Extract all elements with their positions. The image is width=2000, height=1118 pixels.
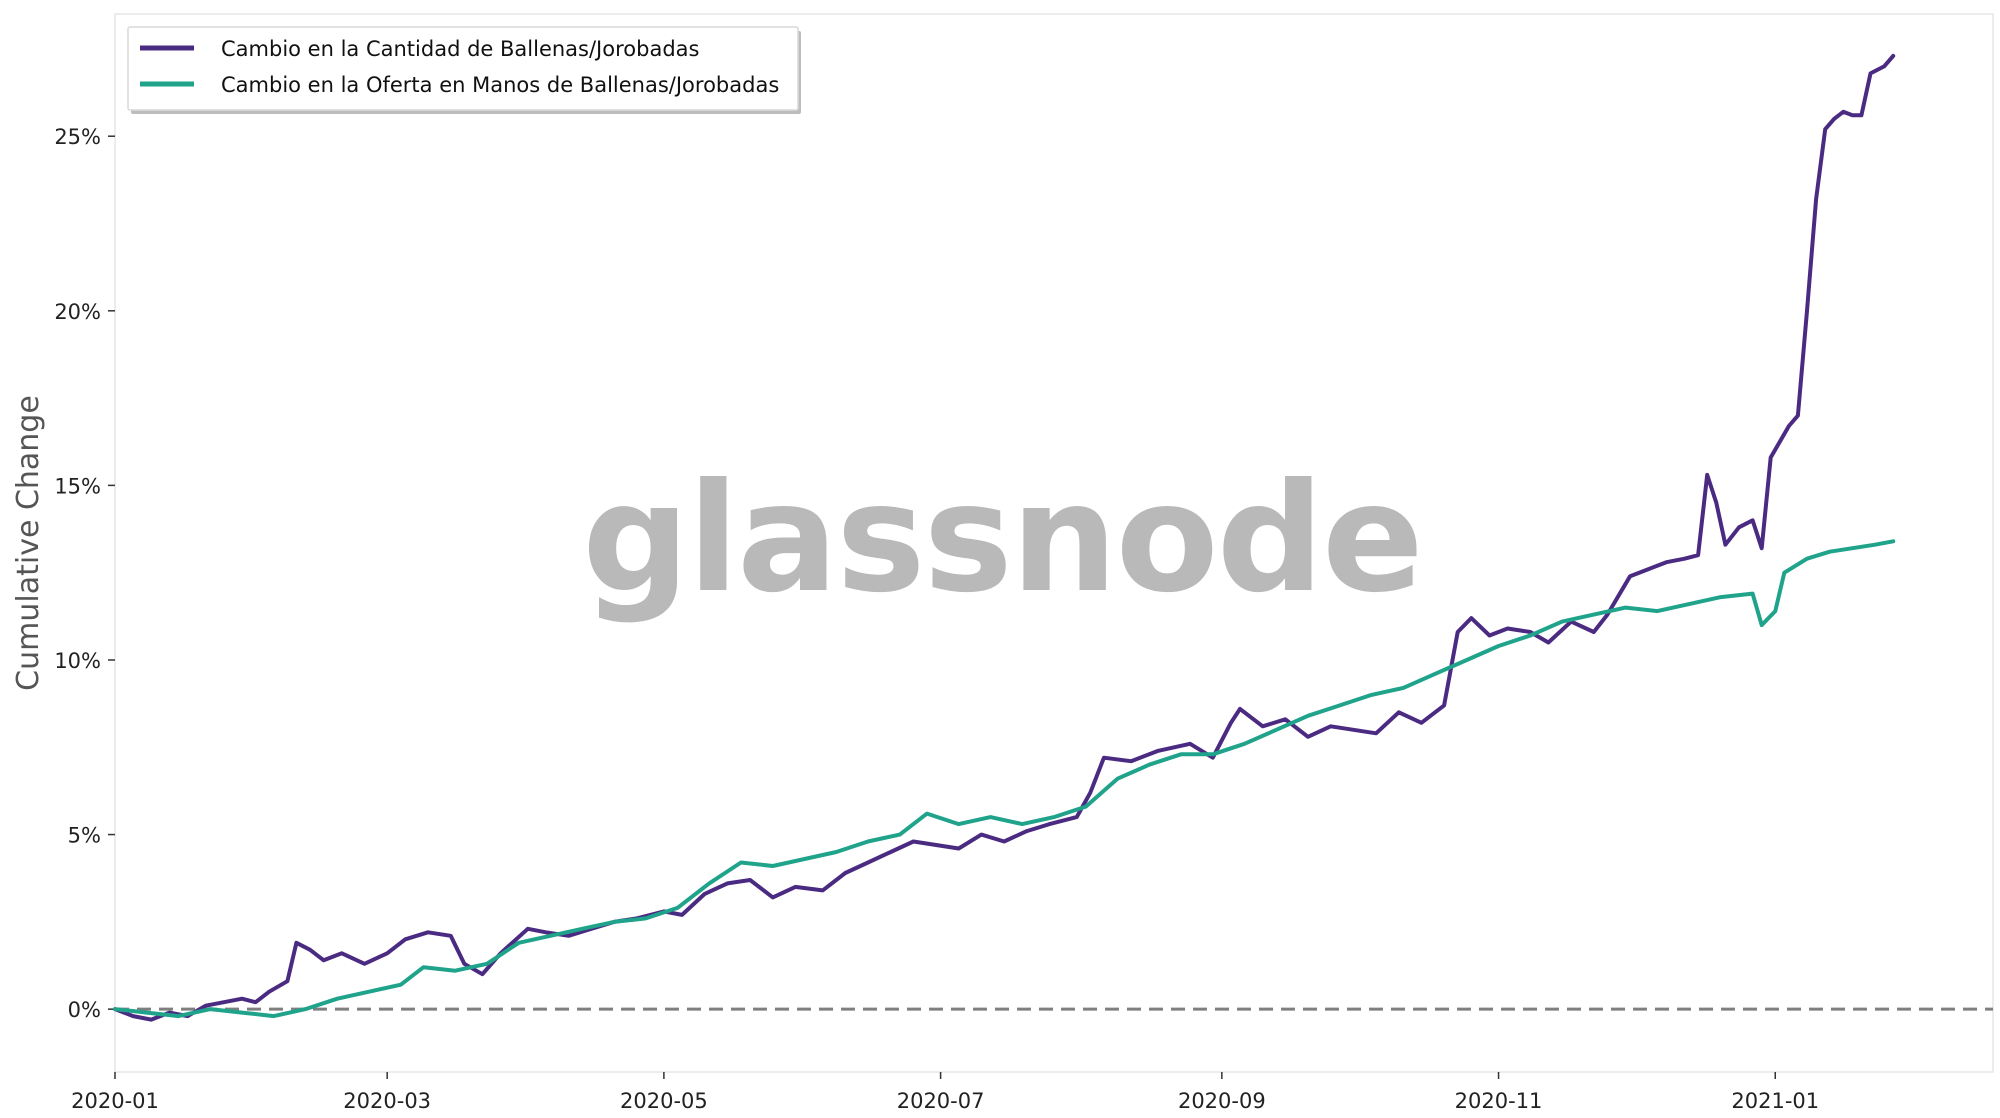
x-axis: 2020-01 2020-03 2020-05 2020-07 2020-09 2020-… — [71, 1072, 1819, 1113]
x-tick-label: 2020-01 — [71, 1089, 159, 1113]
plot-frame — [114, 13, 1994, 1073]
y-tick-label: 25% — [54, 125, 101, 149]
legend-label-whale-supply: Cambio en la Oferta en Manos de Ballenas… — [221, 73, 779, 97]
glassnode-watermark: glassnode — [582, 452, 1422, 626]
x-tick-label: 2020-09 — [1178, 1089, 1266, 1113]
y-axis-title: Cumulative Change — [11, 395, 46, 691]
y-tick-label: 5% — [68, 824, 101, 848]
series-lines — [113, 53, 1896, 1022]
y-tick-label: 15% — [54, 474, 101, 498]
x-tick-label: 2020-07 — [897, 1089, 985, 1113]
series-line-whale-count — [113, 53, 1896, 1022]
x-tick-label: 2020-05 — [620, 1089, 708, 1113]
y-tick-label: 20% — [54, 300, 101, 324]
legend-box — [127, 26, 799, 111]
y-axis: 0% 5% 10% 15% 20% 25% — [54, 125, 115, 1022]
x-tick-label: 2020-11 — [1455, 1089, 1543, 1113]
y-tick-label: 0% — [68, 998, 101, 1022]
x-tick-label: 2020-03 — [343, 1089, 431, 1113]
x-tick-label: 2021-01 — [1731, 1089, 1819, 1113]
legend-label-whale-count: Cambio en la Cantidad de Ballenas/Joroba… — [221, 37, 699, 61]
legend: Cambio en la Cantidad de Ballenas/Joroba… — [127, 26, 801, 114]
y-tick-label: 10% — [54, 649, 101, 673]
series-line-whale-supply — [113, 539, 1896, 1019]
